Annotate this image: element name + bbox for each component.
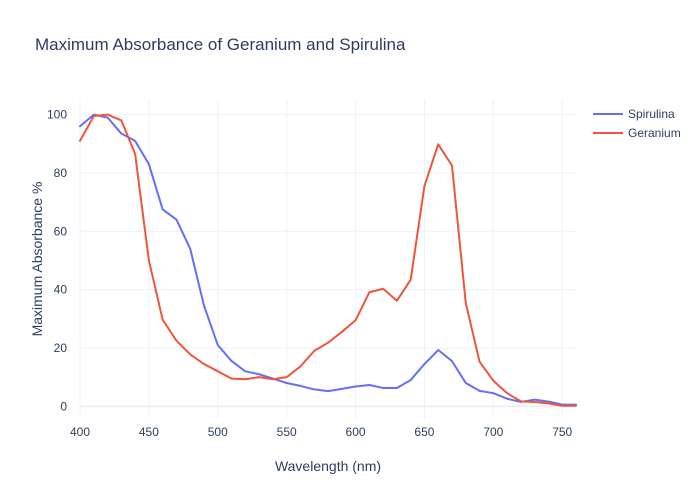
y-tick-label: 60 xyxy=(54,224,68,238)
grid xyxy=(79,100,576,418)
tick-labels: 400 450 500 550 600 650 700 750 0 20 40 60 80 100 xyxy=(47,108,573,439)
y-tick-label: 40 xyxy=(54,283,68,297)
x-axis-label: Wavelength (nm) xyxy=(275,458,381,474)
plot-area xyxy=(79,113,577,407)
series-line-geranium xyxy=(79,113,577,407)
y-tick-label: 100 xyxy=(47,108,67,122)
series-line-spirulina xyxy=(79,113,577,406)
x-tick-label: 400 xyxy=(70,425,90,439)
x-tick-label: 450 xyxy=(139,425,159,439)
x-tick-label: 700 xyxy=(483,425,503,439)
x-tick-label: 750 xyxy=(552,425,572,439)
x-tick-label: 650 xyxy=(414,425,434,439)
x-tick-label: 600 xyxy=(346,425,366,439)
legend-label-spirulina: Spirulina xyxy=(628,107,675,121)
legend-label-geranium: Geranium xyxy=(628,126,681,140)
y-tick-label: 0 xyxy=(60,399,67,413)
x-tick-label: 550 xyxy=(277,425,297,439)
y-axis-label: Maximum Absorbance % xyxy=(29,182,45,337)
chart-title: Maximum Absorbance of Geranium and Spiru… xyxy=(35,35,406,54)
y-tick-label: 80 xyxy=(54,166,68,180)
legend: Spirulina Geranium xyxy=(593,107,681,140)
y-tick-label: 20 xyxy=(54,341,68,355)
x-tick-label: 500 xyxy=(208,425,228,439)
